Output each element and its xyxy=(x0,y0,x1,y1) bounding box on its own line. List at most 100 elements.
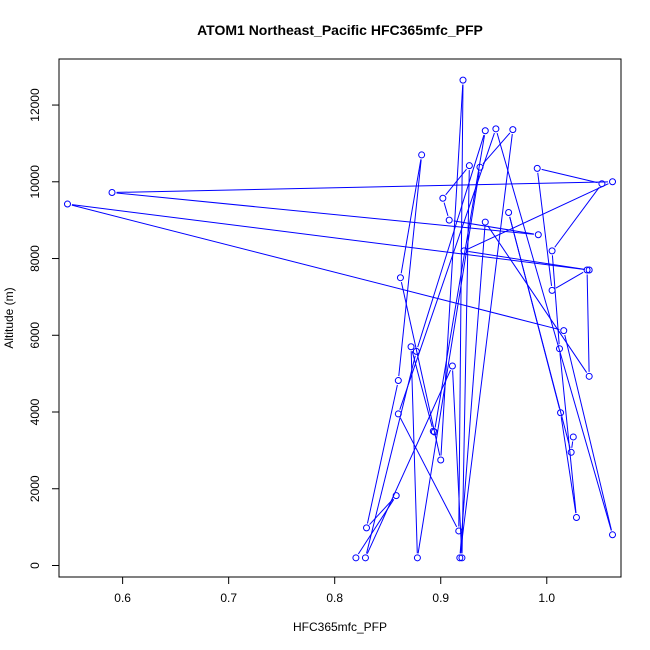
y-tick-label: 8000 xyxy=(28,245,42,272)
plot-frame xyxy=(58,58,622,578)
data-point xyxy=(509,126,517,134)
series-segment xyxy=(443,202,449,216)
y-axis-label: Altitude (m) xyxy=(2,287,16,348)
series-segment xyxy=(564,334,612,531)
y-tick-label: 0 xyxy=(28,562,42,569)
data-point xyxy=(555,345,563,353)
series-segment xyxy=(411,351,433,427)
data-point xyxy=(557,409,565,417)
data-point xyxy=(598,180,606,188)
series-segment xyxy=(434,135,486,428)
data-point xyxy=(609,178,617,186)
series-segment xyxy=(366,355,416,554)
data-point xyxy=(583,266,591,274)
series-segment xyxy=(571,441,574,448)
data-point xyxy=(548,247,556,255)
y-tick-label: 6000 xyxy=(28,322,42,349)
x-axis-label: HFC365mfc_PFP xyxy=(293,620,387,634)
data-point xyxy=(445,216,453,224)
series-segment xyxy=(459,134,513,554)
series-segment xyxy=(399,132,495,410)
data-point xyxy=(429,427,437,435)
data-point xyxy=(560,327,568,335)
series-segment xyxy=(554,187,600,248)
series-segment xyxy=(467,183,609,250)
data-point xyxy=(569,433,577,441)
data-point xyxy=(430,428,438,436)
data-point xyxy=(456,554,464,562)
data-point xyxy=(533,164,541,172)
data-point xyxy=(396,274,404,282)
series-segment xyxy=(417,171,480,554)
data-point xyxy=(392,492,400,500)
x-tick-label: 0.8 xyxy=(326,591,343,605)
data-point xyxy=(460,247,468,255)
series-segment xyxy=(537,172,553,286)
data-point xyxy=(609,531,617,539)
series-segment xyxy=(496,133,612,531)
series-segment xyxy=(71,204,585,270)
chart-title: ATOM1 Northeast_Pacific HFC365mfc_PFP xyxy=(197,22,483,38)
series-segment xyxy=(555,271,584,289)
series-segment xyxy=(453,220,534,235)
series-segment xyxy=(410,351,418,554)
series-segment xyxy=(71,204,560,331)
data-point xyxy=(585,266,593,274)
data-point xyxy=(394,410,402,418)
data-point xyxy=(363,524,371,532)
data-point xyxy=(352,554,360,562)
y-tick-label: 12000 xyxy=(28,88,42,122)
series-segment xyxy=(400,281,441,456)
data-point xyxy=(439,194,447,202)
series-segment xyxy=(586,274,590,372)
series-segment xyxy=(487,225,588,373)
data-point xyxy=(572,514,580,522)
y-axis: 0 2000 4000 6000 8000 10000 12000 xyxy=(28,88,60,569)
data-point xyxy=(412,347,420,355)
data-point xyxy=(492,125,500,133)
series-segment xyxy=(366,384,398,524)
series-segment xyxy=(560,417,577,514)
data-point xyxy=(448,362,456,370)
series-segment xyxy=(551,255,560,345)
data-point xyxy=(481,218,489,226)
series-segment xyxy=(458,84,464,527)
data-point xyxy=(585,372,593,380)
y-tick-label: 4000 xyxy=(28,398,42,425)
series-segment xyxy=(369,498,394,525)
data-point xyxy=(361,554,369,562)
data-point xyxy=(63,200,71,208)
data-point xyxy=(458,554,466,562)
data-point xyxy=(534,231,542,239)
series-segment xyxy=(366,369,451,554)
data-point xyxy=(459,76,467,84)
x-tick-label: 1.0 xyxy=(538,591,555,605)
x-tick-label: 0.9 xyxy=(432,591,449,605)
series-segment xyxy=(116,192,534,235)
series-points xyxy=(63,76,617,562)
x-tick-label: 0.7 xyxy=(220,591,237,605)
x-axis: 0.6 0.7 0.8 0.9 1.0 xyxy=(114,576,555,605)
series-segment xyxy=(482,132,511,165)
data-point xyxy=(481,127,489,135)
data-point xyxy=(567,448,575,456)
data-point xyxy=(108,189,116,197)
series-lines xyxy=(71,84,612,555)
x-tick-label: 0.6 xyxy=(114,591,131,605)
series-segment xyxy=(452,370,463,554)
series-segment xyxy=(398,159,422,377)
data-point xyxy=(455,527,463,535)
data-point xyxy=(465,162,473,170)
series-segment xyxy=(417,134,485,348)
series-segment xyxy=(440,84,464,456)
data-point xyxy=(548,286,556,294)
data-point xyxy=(394,377,402,385)
data-point xyxy=(407,343,415,351)
data-point xyxy=(476,163,484,171)
series-segment xyxy=(400,159,422,274)
series-segment xyxy=(459,226,486,554)
data-point xyxy=(418,151,426,159)
series-segment xyxy=(116,181,609,193)
data-point xyxy=(437,456,445,464)
